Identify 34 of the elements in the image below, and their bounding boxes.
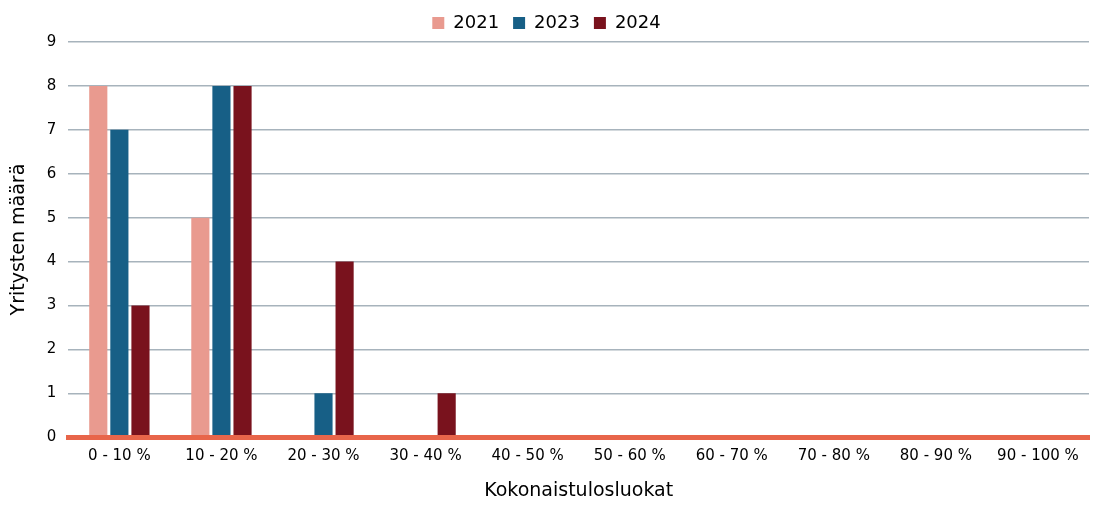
- x-tick-label: 90 - 100 %: [997, 446, 1079, 465]
- x-tick-label: 20 - 30 %: [287, 446, 360, 465]
- bar: [437, 393, 456, 437]
- bar: [110, 129, 129, 437]
- legend-label: 2023: [534, 10, 580, 32]
- y-tick-label: 2: [46, 339, 57, 358]
- y-tick-label: 1: [46, 383, 57, 402]
- y-tick-label: 0: [46, 427, 57, 446]
- y-tick-label: 4: [46, 251, 57, 270]
- x-tick-label: 60 - 70 %: [695, 446, 768, 465]
- x-tick-label: 50 - 60 %: [593, 446, 666, 465]
- y-tick-label: 9: [46, 31, 57, 50]
- x-tick-label: 70 - 80 %: [797, 446, 870, 465]
- bar: [212, 85, 231, 437]
- x-tick-label: 80 - 90 %: [899, 446, 972, 465]
- y-tick-label: 8: [46, 75, 57, 94]
- bar: [131, 305, 150, 437]
- x-axis-title: Kokonaistulosluokat: [484, 477, 674, 500]
- y-axis-title: Yritysten määrä: [6, 163, 29, 317]
- bar: [233, 85, 252, 437]
- y-tick-label: 5: [46, 207, 57, 226]
- x-tick-label: 40 - 50 %: [491, 446, 564, 465]
- y-tick-label: 3: [46, 295, 57, 314]
- y-tick-label: 6: [46, 163, 57, 182]
- legend-label: 2024: [614, 10, 661, 32]
- bar: [335, 261, 354, 437]
- y-tick-label: 7: [46, 119, 57, 138]
- x-tick-label: 30 - 40 %: [389, 446, 462, 465]
- x-tick-label: 0 - 10 %: [88, 446, 151, 465]
- bar: [89, 85, 108, 437]
- bar: [314, 393, 333, 437]
- legend-label: 2021: [453, 10, 500, 32]
- bar: [191, 217, 210, 437]
- x-tick-label: 10 - 20 %: [185, 446, 258, 465]
